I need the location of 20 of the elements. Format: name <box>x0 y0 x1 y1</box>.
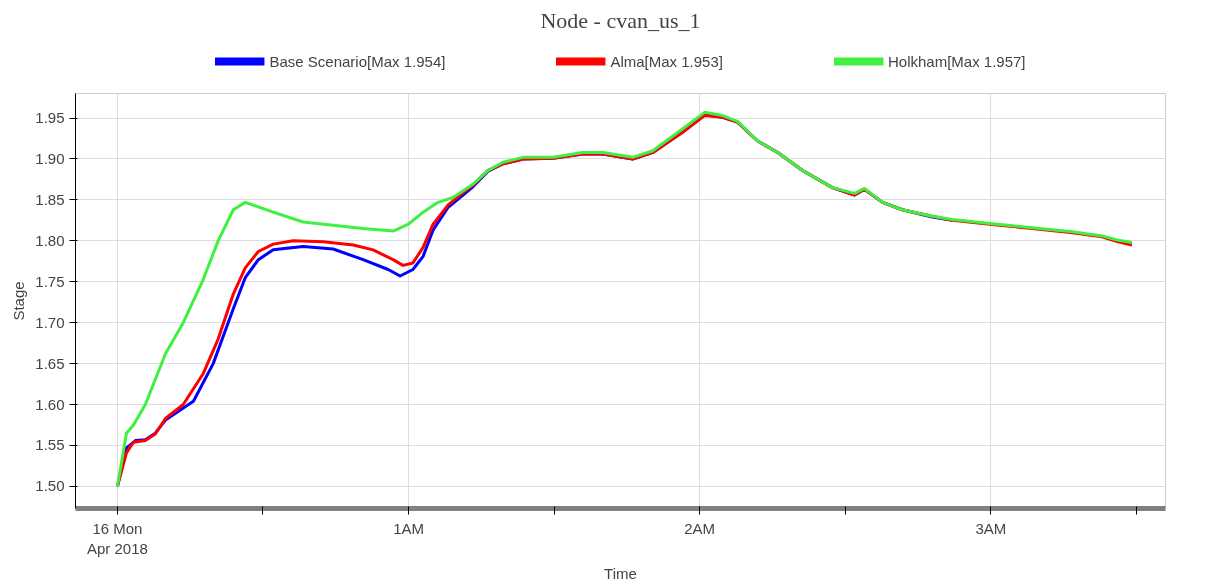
y-tick-label: 1.65 <box>35 354 65 372</box>
y-tick-label: 1.50 <box>35 477 65 495</box>
y-tick-label: 1.95 <box>35 109 65 127</box>
x-tick-label: 3AM <box>975 519 1007 537</box>
x-tick-label: 1AM <box>393 519 424 537</box>
y-tick-label: 1.70 <box>35 313 65 331</box>
legend-label: Base Scenario[Max 1.954] <box>269 52 446 70</box>
legend-label: Holkham[Max 1.957] <box>887 52 1026 70</box>
x-tick-label: 2AM <box>684 519 716 537</box>
x-axis-title: Time <box>604 564 637 582</box>
legend-label: Alma[Max 1.953] <box>610 52 723 70</box>
y-axis-title: Stage <box>10 281 28 321</box>
chart-title: Node - cvan_us_1 <box>540 7 701 33</box>
y-tick-label: 1.80 <box>35 231 65 249</box>
x-tick-label: 16 Mon Apr 2018 <box>86 519 148 557</box>
y-tick-label: 1.60 <box>35 395 65 413</box>
y-tick-label: 1.75 <box>35 272 65 290</box>
y-tick-label: 1.90 <box>35 149 65 167</box>
y-tick-label: 1.85 <box>35 190 65 208</box>
y-tick-label: 1.55 <box>35 436 65 454</box>
